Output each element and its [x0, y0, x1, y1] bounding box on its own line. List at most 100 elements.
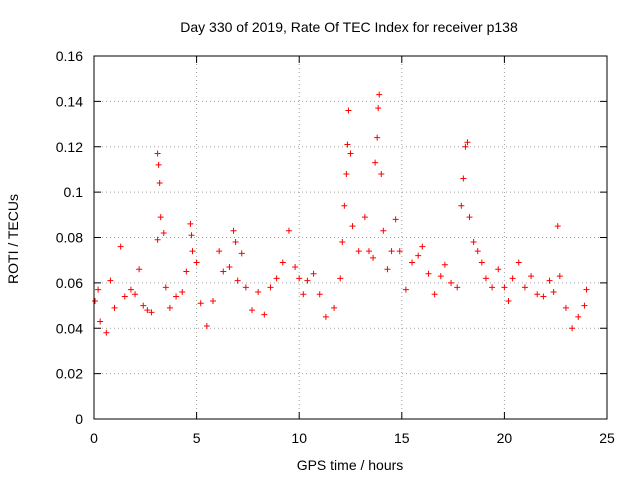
data-point — [454, 284, 461, 291]
data-point — [234, 277, 241, 284]
data-point — [505, 298, 512, 305]
data-point — [341, 202, 348, 209]
data-point — [121, 293, 128, 300]
data-point — [396, 248, 403, 255]
data-point — [267, 284, 274, 291]
data-point — [355, 248, 362, 255]
data-point — [140, 302, 147, 309]
data-point — [509, 275, 516, 282]
data-point — [462, 143, 469, 150]
data-point — [107, 277, 114, 284]
data-point — [345, 107, 352, 114]
x-tick-label: 20 — [497, 430, 513, 446]
data-point — [361, 214, 368, 221]
data-point — [569, 325, 576, 332]
data-point — [489, 284, 496, 291]
chart-title: Day 330 of 2019, Rate Of TEC Index for r… — [180, 19, 518, 35]
data-point — [148, 309, 155, 316]
data-point — [261, 311, 268, 318]
data-point — [402, 286, 409, 293]
x-tick-label: 15 — [394, 430, 410, 446]
data-point — [292, 263, 299, 270]
data-point — [95, 286, 102, 293]
data-point — [179, 288, 186, 295]
data-point — [470, 239, 477, 246]
data-point — [562, 304, 569, 311]
data-point — [310, 270, 317, 277]
y-tick-label: 0.08 — [56, 230, 83, 246]
data-point — [188, 232, 195, 239]
data-point — [155, 161, 162, 168]
data-point — [203, 322, 210, 329]
data-points — [92, 91, 590, 336]
data-point — [550, 288, 557, 295]
data-point — [478, 259, 485, 266]
data-point — [226, 263, 233, 270]
data-point — [193, 259, 200, 266]
data-point — [296, 275, 303, 282]
data-point — [464, 139, 471, 146]
y-tick-label: 0.06 — [56, 275, 83, 291]
data-point — [304, 277, 311, 284]
data-point — [249, 307, 256, 314]
data-point — [474, 248, 481, 255]
data-point — [581, 302, 588, 309]
data-point — [132, 291, 139, 298]
data-point — [425, 270, 432, 277]
data-point — [111, 304, 118, 311]
data-point — [97, 318, 104, 325]
data-point — [482, 275, 489, 282]
data-point — [232, 239, 239, 246]
data-point — [466, 214, 473, 221]
data-point — [300, 291, 307, 298]
data-point — [344, 141, 351, 148]
data-point — [534, 291, 541, 298]
data-point — [273, 275, 280, 282]
data-point — [546, 277, 553, 284]
data-point — [441, 261, 448, 268]
y-tick-label: 0.02 — [56, 366, 83, 382]
data-point — [337, 275, 344, 282]
data-point — [187, 220, 194, 227]
data-point — [162, 284, 169, 291]
data-point — [365, 248, 372, 255]
data-point — [154, 150, 161, 157]
data-point — [409, 259, 416, 266]
data-point — [322, 313, 329, 320]
data-point — [460, 175, 467, 182]
data-point — [378, 170, 385, 177]
y-tick-label: 0.04 — [56, 320, 83, 336]
data-point — [380, 227, 387, 234]
data-point — [375, 105, 382, 112]
x-tick-label: 0 — [90, 430, 98, 446]
y-tick-label: 0.14 — [56, 93, 83, 109]
data-point — [103, 329, 110, 336]
x-tick-label: 10 — [291, 430, 307, 446]
data-point — [173, 293, 180, 300]
data-point — [392, 216, 399, 223]
y-tick-label: 0.16 — [56, 48, 83, 64]
y-tick-label: 0 — [75, 411, 83, 427]
data-point — [374, 134, 381, 141]
data-point — [388, 248, 395, 255]
data-point — [515, 259, 522, 266]
data-point — [144, 307, 151, 314]
data-point — [156, 180, 163, 187]
data-point — [166, 304, 173, 311]
data-point — [230, 227, 237, 234]
data-point — [384, 266, 391, 273]
data-point — [216, 248, 223, 255]
data-point — [431, 291, 438, 298]
data-point — [183, 268, 190, 275]
data-point — [349, 223, 356, 230]
data-point — [339, 239, 346, 246]
x-tick-label: 5 — [193, 430, 201, 446]
data-point — [154, 236, 161, 243]
data-point — [238, 250, 245, 257]
y-axis-label: ROTI / TECUs — [5, 194, 21, 284]
x-axis-label: GPS time / hours — [297, 457, 404, 473]
data-point — [242, 284, 249, 291]
data-point — [347, 150, 354, 157]
data-point — [316, 291, 323, 298]
data-point — [528, 273, 535, 280]
